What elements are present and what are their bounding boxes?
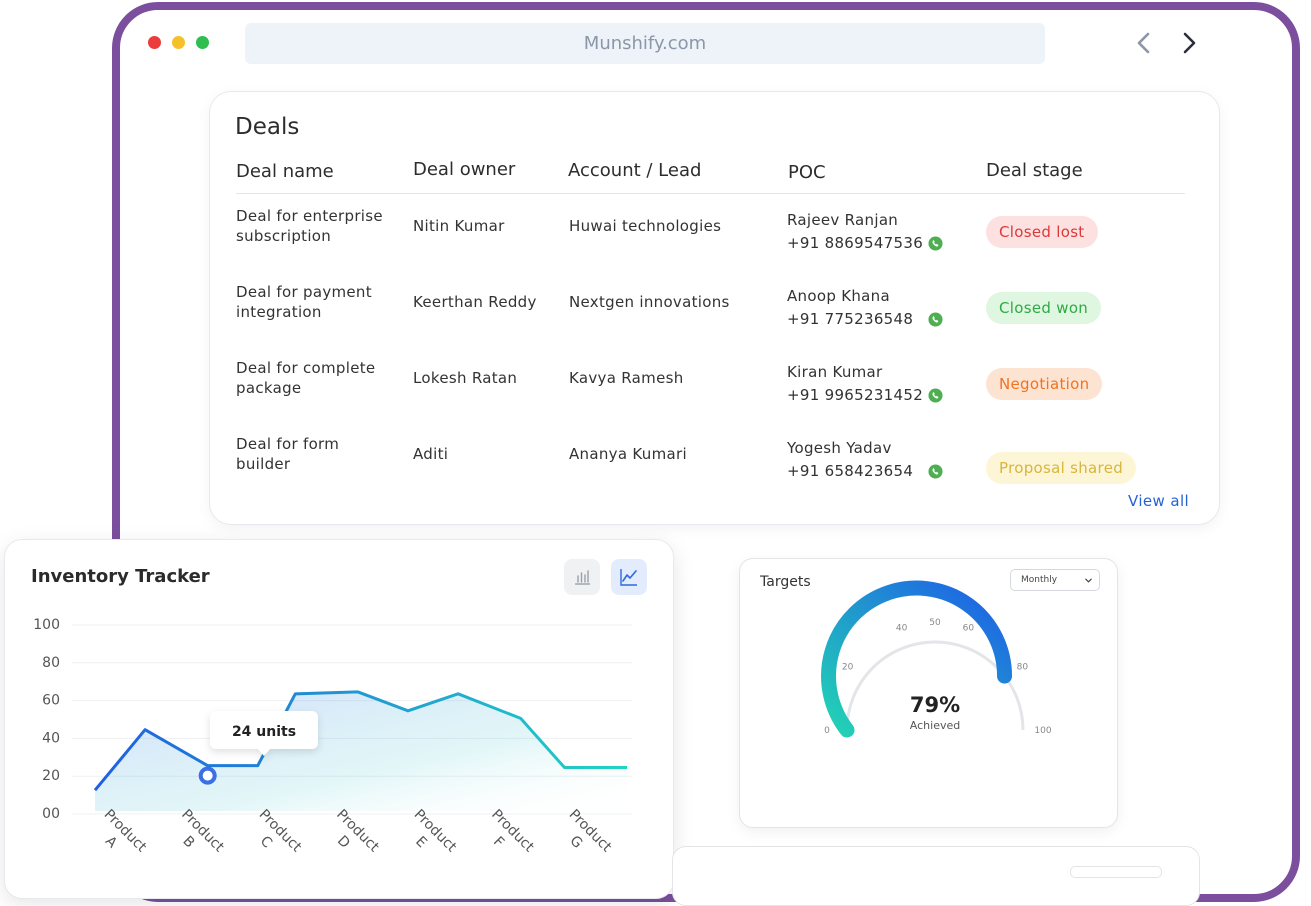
deal-stage-badge: Closed lost — [986, 216, 1098, 248]
chevron-right-icon — [1183, 32, 1196, 54]
deal-owner: Nitin Kumar — [413, 217, 505, 235]
account-lead: Kavya Ramesh — [569, 369, 684, 387]
poc-phone: +91 8869547536 — [787, 234, 924, 252]
bar-chart-icon — [575, 570, 590, 585]
svg-text:G: G — [566, 833, 585, 852]
window-close-dot[interactable] — [148, 36, 161, 49]
y-tick-label: 100 — [33, 617, 60, 633]
deal-owner: Keerthan Reddy — [413, 293, 537, 311]
whatsapp-icon[interactable] — [928, 312, 943, 327]
svg-text:C: C — [257, 833, 275, 851]
y-tick-label: 40 — [42, 730, 60, 746]
poc-name: Yogesh Yadav — [787, 439, 892, 457]
svg-text:E: E — [412, 833, 430, 851]
account-lead: Ananya Kumari — [569, 445, 687, 463]
line-chart-icon — [620, 569, 637, 586]
whatsapp-icon[interactable] — [928, 464, 943, 479]
deal-name: Deal for payment integration — [236, 283, 372, 321]
svg-text:D: D — [334, 833, 353, 852]
column-header-poc[interactable]: POC — [788, 162, 826, 183]
url-text: Munshify.com — [583, 33, 707, 54]
period-select[interactable]: Monthly — [1010, 569, 1100, 591]
poc-name: Anoop Khana — [787, 287, 890, 305]
column-header-deal-name[interactable]: Deal name — [236, 161, 334, 182]
tooltip-text: 24 units — [232, 724, 296, 740]
highlight-point — [198, 766, 217, 785]
svg-text:B: B — [179, 833, 197, 851]
poc-phone: +91 658423654 — [787, 462, 914, 480]
poc-name: Rajeev Ranjan — [787, 211, 899, 229]
poc-name: Kiran Kumar — [787, 363, 883, 381]
deal-name: Deal for complete package — [236, 359, 376, 397]
svg-text:F: F — [490, 834, 507, 851]
window-maximize-dot[interactable] — [196, 36, 209, 49]
svg-text:A: A — [102, 833, 120, 851]
whatsapp-icon[interactable] — [928, 388, 943, 403]
window-minimize-dot[interactable] — [172, 36, 185, 49]
period-select-value: Monthly — [1021, 575, 1058, 585]
view-all-link[interactable]: View all — [1128, 492, 1190, 510]
poc-phone: +91 775236548 — [787, 310, 914, 328]
targets-title: Targets — [760, 574, 811, 590]
y-tick-label: 80 — [42, 655, 60, 671]
deal-stage-badge: Proposal shared — [986, 452, 1137, 484]
tooltip — [210, 711, 318, 756]
poc-phone: +91 9965231452 — [787, 386, 924, 404]
bottom-card-control[interactable] — [1070, 866, 1162, 878]
deal-stage-badge: Closed won — [986, 292, 1102, 324]
deal-name: Deal for form builder — [236, 435, 340, 473]
deal-owner: Aditi — [413, 445, 449, 463]
y-tick-label: 60 — [42, 693, 60, 709]
series-line — [93, 690, 628, 792]
deals-title: Deals — [235, 114, 300, 140]
column-header-deal-stage[interactable]: Deal stage — [986, 160, 1083, 181]
bar-chart-toggle-button[interactable] — [564, 559, 600, 595]
header-divider — [236, 193, 1185, 194]
inventory-title: Inventory Tracker — [31, 566, 210, 587]
chevron-left-icon — [1137, 32, 1150, 54]
chevron-down-icon — [1085, 578, 1092, 583]
account-lead: Nextgen innovations — [569, 293, 730, 311]
whatsapp-icon[interactable] — [928, 236, 943, 251]
y-tick-label: 00 — [42, 806, 60, 822]
targets-card — [739, 558, 1118, 828]
deal-owner: Lokesh Ratan — [413, 369, 518, 387]
back-button[interactable] — [1130, 28, 1158, 58]
column-header-account-lead[interactable]: Account / Lead — [568, 160, 702, 181]
line-chart-toggle-button[interactable] — [611, 559, 647, 595]
deal-stage-badge: Negotiation — [986, 368, 1103, 400]
column-header-deal-owner[interactable]: Deal owner — [413, 159, 516, 180]
deal-name: Deal for enterprise subscription — [236, 207, 383, 245]
account-lead: Huwai technologies — [569, 217, 722, 235]
url-bar[interactable]: Munshify.com — [245, 23, 1045, 64]
y-tick-label: 20 — [42, 768, 60, 784]
forward-button[interactable] — [1175, 28, 1203, 58]
series-area — [95, 691, 628, 811]
